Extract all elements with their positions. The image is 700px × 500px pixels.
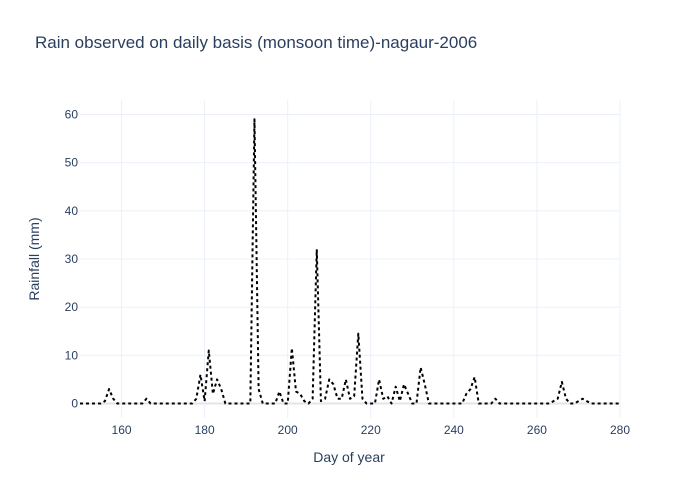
series-layer <box>80 118 620 405</box>
y-tick-label: 20 <box>65 300 79 314</box>
rainfall-series-line <box>80 118 620 405</box>
y-tick-label: 10 <box>65 348 79 362</box>
y-tick-label: 50 <box>65 156 79 170</box>
x-tick-label: 240 <box>444 423 464 437</box>
y-tick-label: 30 <box>65 252 79 266</box>
y-axis-label: Rainfall (mm) <box>26 217 42 300</box>
x-tick-label: 220 <box>361 423 381 437</box>
x-tick-label: 160 <box>112 423 132 437</box>
x-tick-label: 280 <box>610 423 630 437</box>
y-tick-label: 60 <box>65 107 79 121</box>
x-tick-label: 260 <box>527 423 547 437</box>
y-tick-label: 0 <box>71 397 78 411</box>
chart-title: Rain observed on daily basis (monsoon ti… <box>35 33 478 52</box>
x-axis-label: Day of year <box>313 449 385 465</box>
grid-layer <box>80 100 621 418</box>
y-tick-label: 40 <box>65 204 79 218</box>
x-tick-label: 180 <box>195 423 215 437</box>
x-tick-label: 200 <box>278 423 298 437</box>
tick-label-layer: 0 10 20 30 40 50 60 160 180 200 220 240 260 280 <box>65 107 631 437</box>
